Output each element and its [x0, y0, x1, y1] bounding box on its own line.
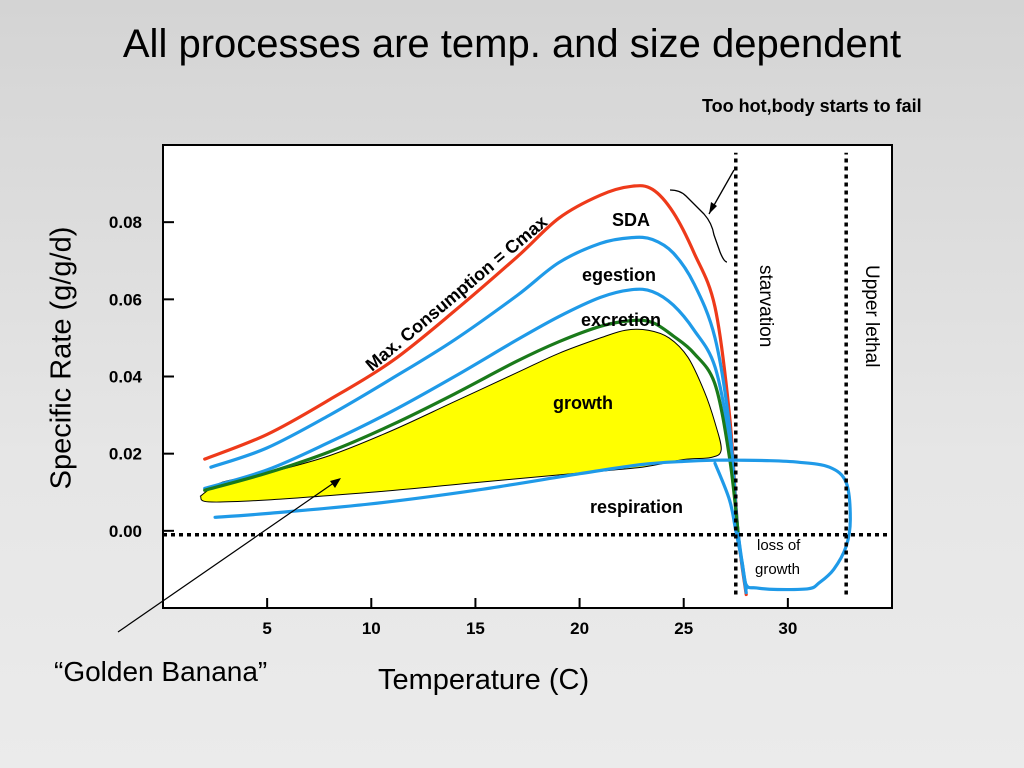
series-line-3 [203, 318, 740, 533]
upper-lethal-label: Upper lethal [861, 265, 882, 367]
series-lines-layer [203, 184, 852, 597]
golden-banana-label: “Golden Banana” [54, 656, 268, 687]
x-tick-label: 15 [466, 619, 485, 638]
loss-of-growth-label-2: growth [755, 561, 800, 578]
x-tick-label: 5 [262, 619, 271, 638]
x-tick-label: 25 [674, 619, 693, 638]
series-line-1 [209, 235, 748, 595]
too-hot-note: Too hot,body starts to fail [702, 96, 922, 116]
growth-area-layer [199, 328, 722, 503]
series-line-2 [203, 287, 748, 591]
slide-title: All processes are temp. and size depende… [122, 22, 902, 66]
x-tick-label: 20 [570, 619, 589, 638]
y-tick-label: 0.04 [109, 368, 143, 387]
y-tick-label: 0.06 [109, 290, 142, 309]
golden-banana-arrow [117, 479, 339, 633]
series-line-4 [213, 458, 852, 592]
respiration-label: respiration [590, 497, 683, 517]
y-axis-label: Specific Rate (g/g/d) [45, 226, 78, 490]
growth-area [199, 328, 722, 503]
loss-of-growth-label-1: loss of [757, 537, 801, 554]
golden-banana-arrow-head [330, 478, 341, 488]
x-axis-label: Temperature (C) [378, 664, 590, 696]
y-tick-label: 0.00 [109, 522, 142, 541]
y-tick-label: 0.02 [109, 445, 142, 464]
growth-label: growth [553, 393, 613, 413]
sda-label: SDA [612, 210, 650, 230]
y-tick-label: 0.08 [109, 213, 142, 232]
x-tick-label: 30 [778, 619, 797, 638]
series-line-0 [203, 184, 748, 597]
excretion-label: excretion [581, 310, 661, 330]
starvation-label: starvation [755, 265, 776, 347]
axes-layer: 5 10 15 20 25 30 0.00 0.02 0.04 0.06 0.08 [109, 152, 892, 638]
x-tick-label: 10 [362, 619, 381, 638]
egestion-label: egestion [582, 265, 656, 285]
too-hot-brace [669, 169, 735, 263]
